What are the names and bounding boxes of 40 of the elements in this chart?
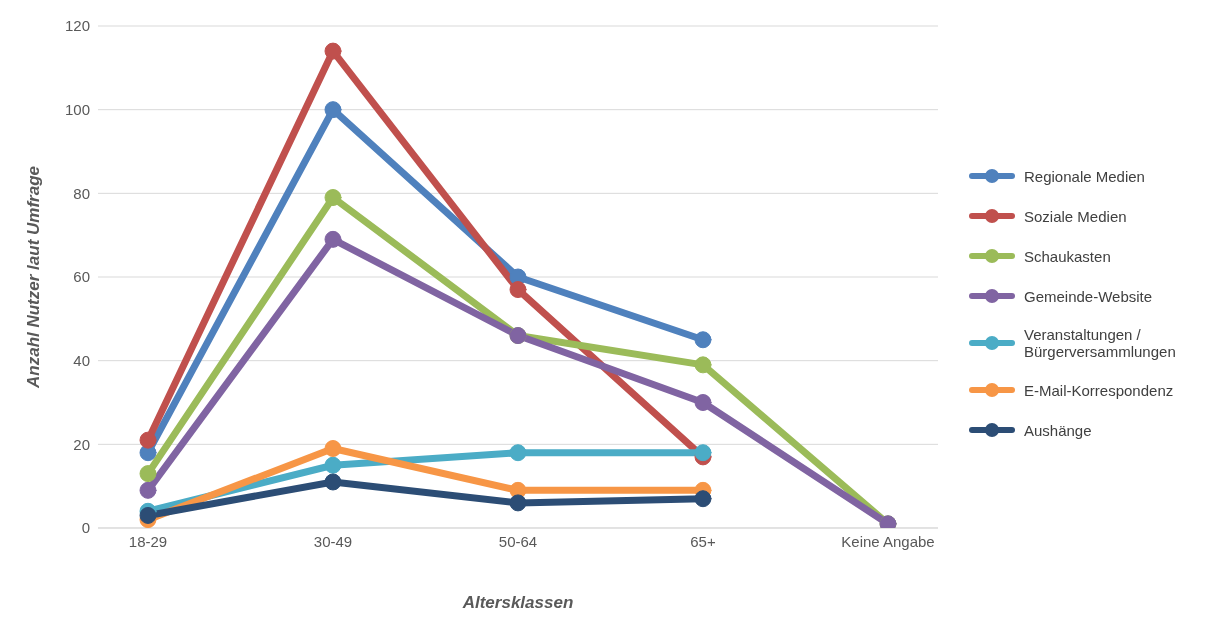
x-tick-label: 30-49 [313, 532, 353, 550]
point [694, 394, 712, 411]
y-axis-title: Anzahl Nutzer laut Umfrage [24, 166, 44, 389]
point [324, 456, 342, 474]
point [139, 481, 157, 499]
point [324, 230, 342, 248]
legend-label: Gemeinde-Website [1024, 287, 1153, 305]
point [139, 465, 157, 483]
point [324, 189, 342, 207]
y-tick-label: 20 [73, 435, 90, 453]
legend-label: Regionale Medien [1024, 167, 1145, 185]
point [509, 281, 527, 299]
x-tick-label: 65+ [690, 532, 716, 550]
point [324, 440, 342, 458]
y-tick-label: 40 [73, 351, 90, 369]
legend-label: Aushänge [1024, 421, 1092, 439]
x-axis-title: Altersklassen [461, 593, 574, 612]
x-tick-label: 18-29 [128, 532, 168, 550]
y-tick-label: 120 [64, 17, 90, 35]
x-tick-label: Keine Angabe [841, 532, 935, 550]
y-tick-label: 60 [73, 268, 90, 286]
legend-label: Veranstaltungen / Bürgerversammlungen [1024, 326, 1177, 360]
point [139, 506, 157, 524]
point [139, 431, 157, 449]
x-tick-label: 50-64 [498, 532, 538, 550]
point [324, 42, 342, 60]
y-tick-label: 0 [81, 519, 90, 537]
point [324, 473, 342, 491]
point [694, 356, 712, 374]
legend-label: Schaukasten [1024, 247, 1111, 265]
legend-label: Soziale Medien [1024, 207, 1127, 225]
y-tick-label: 100 [64, 100, 90, 118]
legend-label: E-Mail-Korrespondenz [1024, 381, 1174, 399]
y-tick-label: 80 [73, 184, 90, 202]
point [694, 444, 712, 462]
point [694, 490, 712, 508]
point [509, 494, 527, 512]
point [324, 101, 342, 119]
point [509, 444, 527, 462]
point [694, 331, 712, 349]
